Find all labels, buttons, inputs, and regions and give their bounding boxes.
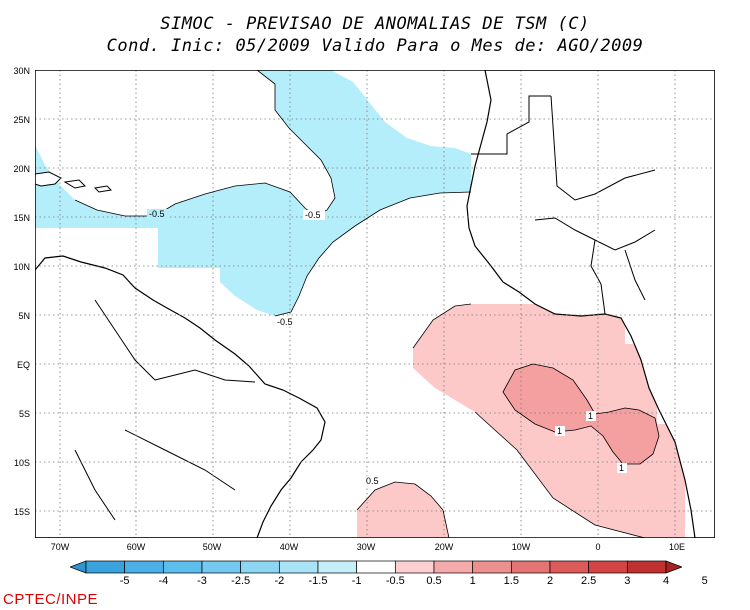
colorbar-segment (510, 560, 551, 574)
lon-label-50w: 50W (202, 542, 222, 552)
south-america-landmass (35, 255, 326, 538)
colorbar-tick-label: -5 (119, 575, 130, 587)
lat-label-20n: 20N (13, 164, 30, 174)
colorbar-segment (162, 560, 203, 574)
lon-label-70w: 70W (50, 542, 70, 552)
lat-label-15n: 15N (13, 213, 30, 223)
colorbar-segment (85, 560, 126, 574)
colorbar-tick-label: 3 (624, 575, 631, 587)
lat-label-5n: 5N (18, 311, 30, 321)
country-borders (74, 95, 656, 521)
sst-anomaly-map: -0.5 -0.5 -0.5 0.5 1 1 1 (35, 70, 715, 538)
colorbar-tick-label: 2.5 (581, 575, 597, 587)
colorbar-tick-label: -2.5 (231, 575, 251, 587)
colorbar-segment (356, 560, 396, 574)
lat-label-15s: 15S (13, 507, 30, 517)
colorbar-tick-label: -0.5 (385, 575, 405, 587)
cptec-inpe-credit: CPTEC/INPE (3, 591, 99, 608)
map-title-line1: SIMOC - PREVISAO DE ANOMALIAS DE TSM (C) (160, 14, 590, 34)
colorbar-segment (317, 560, 358, 574)
colorbar-tick-label: 1.5 (503, 575, 519, 587)
contour-label-caribbean: -0.5 (149, 209, 165, 219)
colorbar-tick-label: 4 (662, 575, 670, 587)
colorbar-segment (278, 560, 319, 574)
colorbar-segment (124, 560, 164, 574)
colorbar-tick-label: -3 (197, 575, 207, 587)
colorbar-tick-label: -1 (351, 575, 362, 587)
lat-label-30n: 30N (13, 66, 30, 76)
colorbar-tick-label: 5 (701, 575, 708, 587)
colorbar (70, 560, 682, 574)
contour-label-south-atlantic: 0.5 (366, 476, 379, 486)
contour-label-brazil-coast: -0.5 (277, 317, 293, 327)
contour-label-guinea-b: 1 (557, 426, 562, 436)
lon-label-20w: 20W (434, 542, 454, 552)
lat-lon-grid (35, 70, 715, 538)
colorbar-segment (472, 560, 512, 574)
lon-label-10w: 10W (511, 542, 531, 552)
colorbar-segment (588, 560, 628, 574)
contour-label-guinea-a: 1 (588, 411, 593, 421)
lat-label-5s: 5S (18, 409, 30, 419)
colorbar-segment (394, 560, 435, 574)
africa-landmass (466, 70, 715, 538)
colorbar-tick-label: 1 (469, 575, 476, 587)
lon-label-30w: 30W (356, 542, 376, 552)
map-title-line2: Cond. Inic: 05/2009 Valido Para o Mes de… (106, 36, 644, 56)
caribbean-islands (35, 171, 113, 193)
colorbar-segment (240, 560, 280, 574)
positive-anomaly-south-region (357, 482, 449, 538)
colorbar-tick-label: 0.5 (426, 575, 442, 587)
colorbar-segment (626, 560, 667, 574)
lon-label-40w: 40W (279, 542, 299, 552)
lat-label-eq: EQ (16, 360, 30, 370)
lon-label-10e: 10E (668, 542, 685, 552)
lat-label-25n: 25N (13, 115, 30, 125)
lat-label-10s: 10S (13, 458, 30, 468)
colorbar-tick-label: -2 (274, 575, 285, 587)
negative-anomaly-region (35, 70, 471, 316)
colorbar-tick-label: 2 (546, 575, 554, 587)
colorbar-tick-label: -1.5 (308, 575, 328, 587)
lon-label-60w: 60W (126, 542, 146, 552)
colorbar-segment (70, 560, 87, 574)
colorbar-tick-label: -4 (158, 575, 169, 587)
colorbar-segment (549, 560, 590, 574)
lat-label-10n: 10N (13, 262, 30, 272)
contour-label-angola-coast: 1 (619, 463, 624, 473)
colorbar-segment (433, 560, 474, 574)
colorbar-segment (665, 560, 682, 574)
lon-label-0: 0 (595, 542, 601, 552)
strong-positive-anomaly-region (503, 364, 659, 464)
colorbar-segment (201, 560, 242, 574)
contour-label-north-atlantic: -0.5 (305, 210, 321, 220)
